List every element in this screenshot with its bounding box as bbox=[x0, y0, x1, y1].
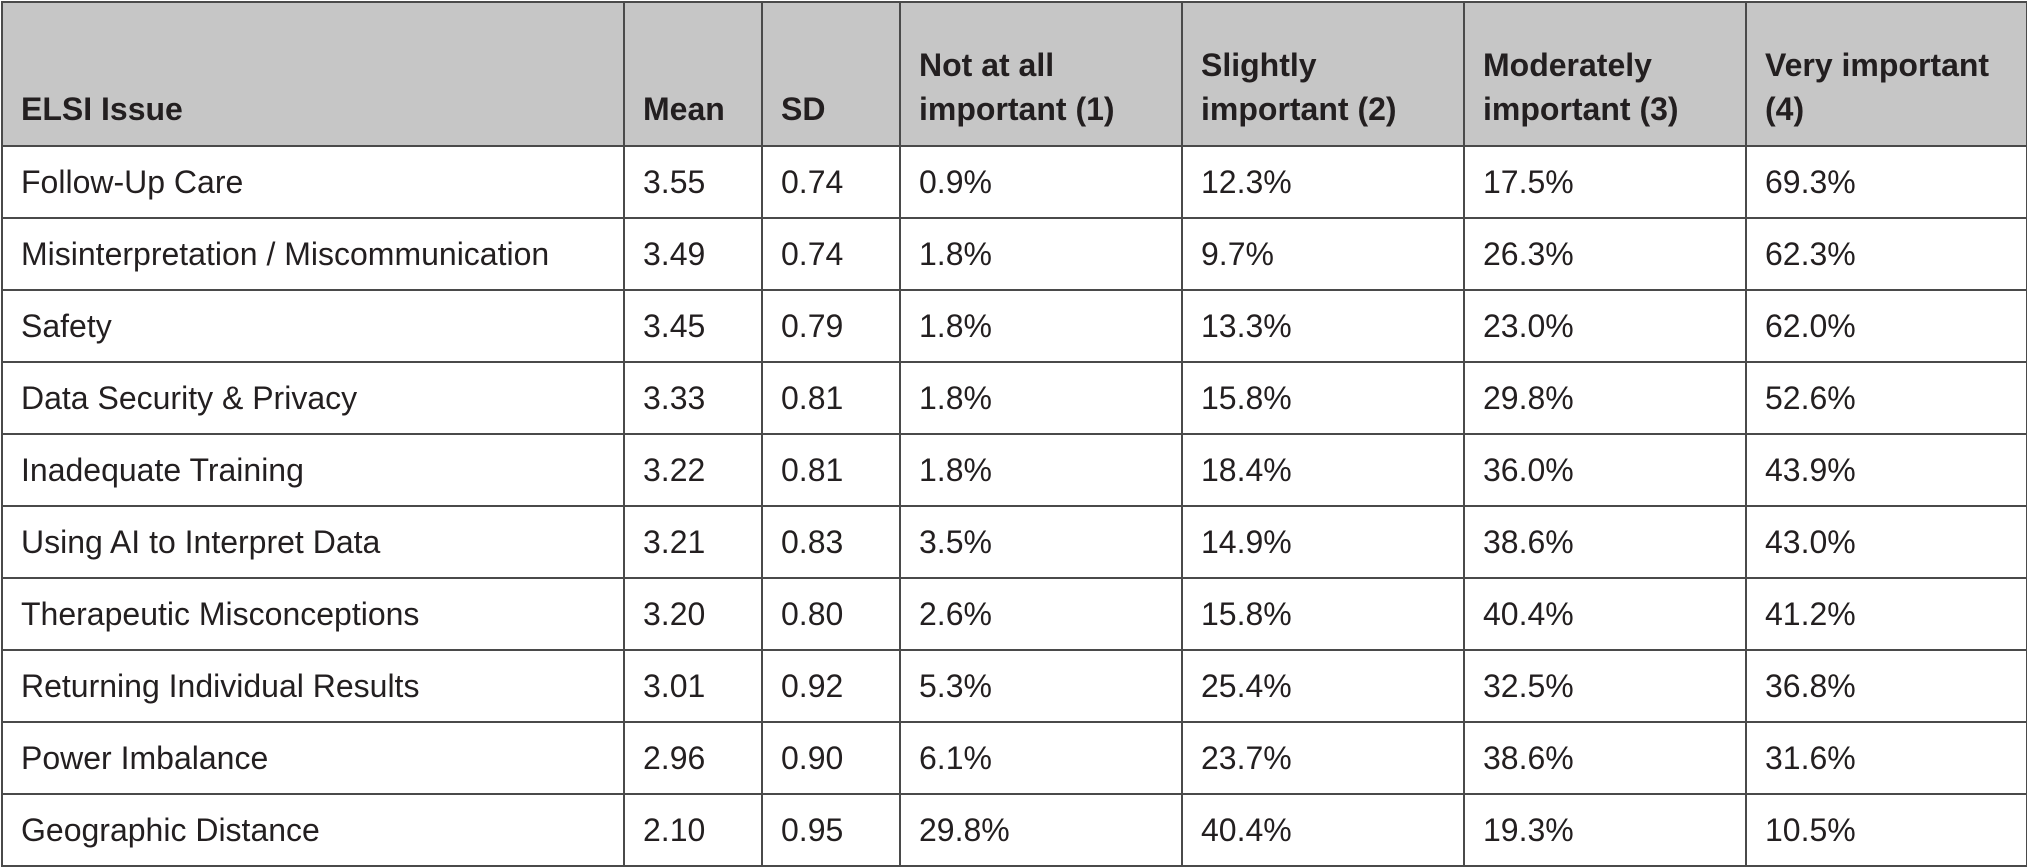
table-row: Returning Individual Results 3.01 0.92 5… bbox=[1, 649, 2027, 723]
cell-moderately-important: 17.5% bbox=[1463, 145, 1747, 219]
header-row: ELSI Issue Mean SD Not at all important … bbox=[1, 1, 2027, 147]
cell-slightly-important: 23.7% bbox=[1181, 721, 1465, 795]
cell-not-at-all-important: 5.3% bbox=[899, 649, 1183, 723]
cell-mean: 3.49 bbox=[623, 217, 763, 291]
header-mean: Mean bbox=[623, 1, 763, 147]
cell-very-important: 10.5% bbox=[1745, 793, 2027, 867]
cell-moderately-important: 32.5% bbox=[1463, 649, 1747, 723]
cell-very-important: 41.2% bbox=[1745, 577, 2027, 651]
cell-mean: 3.45 bbox=[623, 289, 763, 363]
header-not-at-all-important: Not at all important (1) bbox=[899, 1, 1183, 147]
cell-moderately-important: 26.3% bbox=[1463, 217, 1747, 291]
cell-mean: 3.01 bbox=[623, 649, 763, 723]
cell-not-at-all-important: 0.9% bbox=[899, 145, 1183, 219]
table-body: Follow-Up Care 3.55 0.74 0.9% 12.3% 17.5… bbox=[1, 145, 2027, 867]
cell-moderately-important: 40.4% bbox=[1463, 577, 1747, 651]
cell-not-at-all-important: 1.8% bbox=[899, 217, 1183, 291]
cell-slightly-important: 14.9% bbox=[1181, 505, 1465, 579]
table-header: ELSI Issue Mean SD Not at all important … bbox=[1, 1, 2027, 147]
table-row: Therapeutic Misconceptions 3.20 0.80 2.6… bbox=[1, 577, 2027, 651]
cell-sd: 0.90 bbox=[761, 721, 901, 795]
cell-not-at-all-important: 2.6% bbox=[899, 577, 1183, 651]
cell-very-important: 52.6% bbox=[1745, 361, 2027, 435]
cell-elsi-issue: Therapeutic Misconceptions bbox=[1, 577, 625, 651]
cell-elsi-issue: Inadequate Training bbox=[1, 433, 625, 507]
cell-moderately-important: 23.0% bbox=[1463, 289, 1747, 363]
cell-slightly-important: 12.3% bbox=[1181, 145, 1465, 219]
cell-moderately-important: 38.6% bbox=[1463, 505, 1747, 579]
cell-slightly-important: 18.4% bbox=[1181, 433, 1465, 507]
cell-very-important: 69.3% bbox=[1745, 145, 2027, 219]
table-row: Data Security & Privacy 3.33 0.81 1.8% 1… bbox=[1, 361, 2027, 435]
cell-very-important: 43.0% bbox=[1745, 505, 2027, 579]
header-moderately-important: Moderately important (3) bbox=[1463, 1, 1747, 147]
cell-elsi-issue: Misinterpretation / Miscommunication bbox=[1, 217, 625, 291]
cell-not-at-all-important: 29.8% bbox=[899, 793, 1183, 867]
cell-very-important: 36.8% bbox=[1745, 649, 2027, 723]
table-row: Geographic Distance 2.10 0.95 29.8% 40.4… bbox=[1, 793, 2027, 867]
cell-elsi-issue: Power Imbalance bbox=[1, 721, 625, 795]
cell-not-at-all-important: 1.8% bbox=[899, 289, 1183, 363]
cell-not-at-all-important: 1.8% bbox=[899, 361, 1183, 435]
header-elsi-issue: ELSI Issue bbox=[1, 1, 625, 147]
cell-mean: 2.96 bbox=[623, 721, 763, 795]
cell-sd: 0.92 bbox=[761, 649, 901, 723]
cell-elsi-issue: Safety bbox=[1, 289, 625, 363]
cell-elsi-issue: Follow-Up Care bbox=[1, 145, 625, 219]
table-row: Follow-Up Care 3.55 0.74 0.9% 12.3% 17.5… bbox=[1, 145, 2027, 219]
cell-sd: 0.81 bbox=[761, 433, 901, 507]
cell-slightly-important: 40.4% bbox=[1181, 793, 1465, 867]
cell-sd: 0.79 bbox=[761, 289, 901, 363]
cell-sd: 0.95 bbox=[761, 793, 901, 867]
cell-very-important: 62.0% bbox=[1745, 289, 2027, 363]
cell-very-important: 43.9% bbox=[1745, 433, 2027, 507]
cell-slightly-important: 13.3% bbox=[1181, 289, 1465, 363]
cell-moderately-important: 36.0% bbox=[1463, 433, 1747, 507]
cell-mean: 3.55 bbox=[623, 145, 763, 219]
cell-mean: 2.10 bbox=[623, 793, 763, 867]
cell-mean: 3.33 bbox=[623, 361, 763, 435]
cell-elsi-issue: Geographic Distance bbox=[1, 793, 625, 867]
cell-slightly-important: 15.8% bbox=[1181, 361, 1465, 435]
cell-mean: 3.21 bbox=[623, 505, 763, 579]
cell-sd: 0.81 bbox=[761, 361, 901, 435]
table-row: Misinterpretation / Miscommunication 3.4… bbox=[1, 217, 2027, 291]
header-very-important: Very important (4) bbox=[1745, 1, 2027, 147]
cell-moderately-important: 38.6% bbox=[1463, 721, 1747, 795]
cell-sd: 0.83 bbox=[761, 505, 901, 579]
header-slightly-important: Slightly important (2) bbox=[1181, 1, 1465, 147]
cell-slightly-important: 15.8% bbox=[1181, 577, 1465, 651]
cell-sd: 0.74 bbox=[761, 145, 901, 219]
cell-slightly-important: 9.7% bbox=[1181, 217, 1465, 291]
cell-moderately-important: 29.8% bbox=[1463, 361, 1747, 435]
cell-mean: 3.20 bbox=[623, 577, 763, 651]
cell-mean: 3.22 bbox=[623, 433, 763, 507]
header-sd: SD bbox=[761, 1, 901, 147]
cell-sd: 0.80 bbox=[761, 577, 901, 651]
cell-slightly-important: 25.4% bbox=[1181, 649, 1465, 723]
cell-sd: 0.74 bbox=[761, 217, 901, 291]
cell-elsi-issue: Data Security & Privacy bbox=[1, 361, 625, 435]
cell-moderately-important: 19.3% bbox=[1463, 793, 1747, 867]
table-row: Safety 3.45 0.79 1.8% 13.3% 23.0% 62.0% bbox=[1, 289, 2027, 363]
table-row: Using AI to Interpret Data 3.21 0.83 3.5… bbox=[1, 505, 2027, 579]
cell-very-important: 31.6% bbox=[1745, 721, 2027, 795]
cell-elsi-issue: Returning Individual Results bbox=[1, 649, 625, 723]
table-row: Inadequate Training 3.22 0.81 1.8% 18.4%… bbox=[1, 433, 2027, 507]
cell-not-at-all-important: 6.1% bbox=[899, 721, 1183, 795]
cell-elsi-issue: Using AI to Interpret Data bbox=[1, 505, 625, 579]
cell-very-important: 62.3% bbox=[1745, 217, 2027, 291]
cell-not-at-all-important: 3.5% bbox=[899, 505, 1183, 579]
cell-not-at-all-important: 1.8% bbox=[899, 433, 1183, 507]
table-row: Power Imbalance 2.96 0.90 6.1% 23.7% 38.… bbox=[1, 721, 2027, 795]
